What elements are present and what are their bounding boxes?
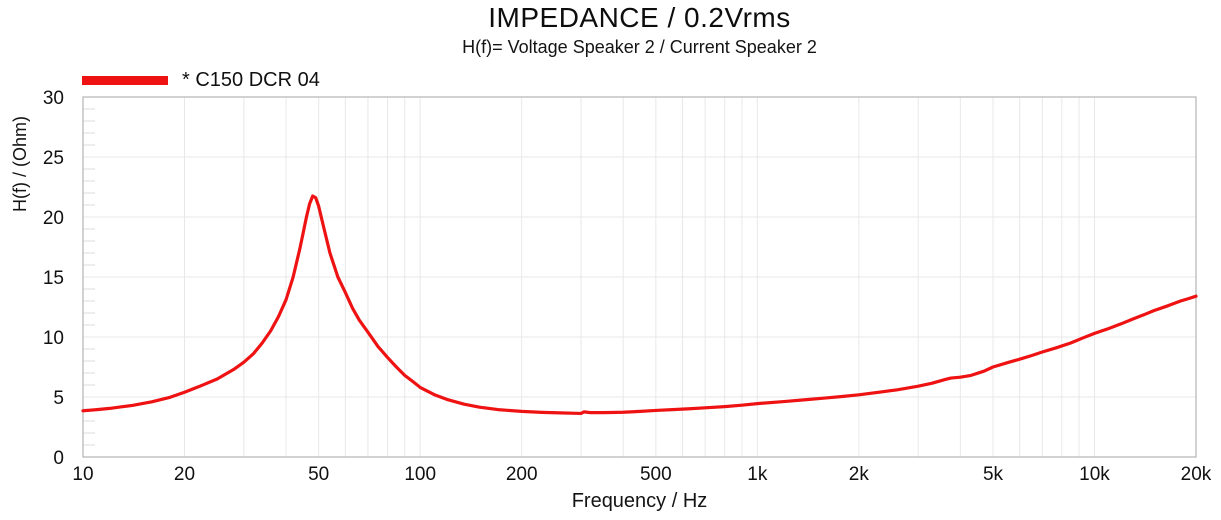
y-tick-label: 20 bbox=[43, 208, 64, 229]
legend: * C150 DCR 04 bbox=[82, 68, 320, 91]
x-tick-label: 20k bbox=[1181, 464, 1212, 485]
x-tick-label: 10 bbox=[72, 464, 93, 485]
legend-swatch-icon bbox=[82, 75, 168, 85]
plot-border bbox=[82, 96, 1197, 458]
y-tick-label: 0 bbox=[53, 448, 64, 469]
chart-subtitle: H(f)= Voltage Speaker 2 / Current Speake… bbox=[462, 37, 817, 57]
x-tick-label: 5k bbox=[983, 464, 1004, 485]
legend-label: * C150 DCR 04 bbox=[182, 68, 320, 91]
y-tick-label: 10 bbox=[43, 328, 64, 349]
y-tick-label: 5 bbox=[53, 388, 64, 409]
impedance-curve bbox=[81, 194, 1198, 416]
y-tick-label: 25 bbox=[43, 148, 64, 169]
x-tick-label: 50 bbox=[308, 464, 329, 485]
x-tick-label: 500 bbox=[640, 464, 672, 485]
x-axis-title: Frequency / Hz bbox=[571, 490, 708, 512]
y-axis-title: H(f) / (Ohm) bbox=[10, 116, 30, 212]
x-tick-label: 200 bbox=[506, 464, 538, 485]
x-tick-label: 2k bbox=[849, 464, 870, 485]
x-tick-label: 100 bbox=[404, 464, 436, 485]
y-tick-label: 30 bbox=[43, 88, 64, 109]
x-tick-label: 20 bbox=[174, 464, 195, 485]
x-tick-label: 10k bbox=[1079, 464, 1110, 485]
x-tick-label: 1k bbox=[747, 464, 768, 485]
y-tick-label: 15 bbox=[43, 268, 64, 289]
chart-title: IMPEDANCE / 0.2Vrms bbox=[488, 2, 791, 33]
